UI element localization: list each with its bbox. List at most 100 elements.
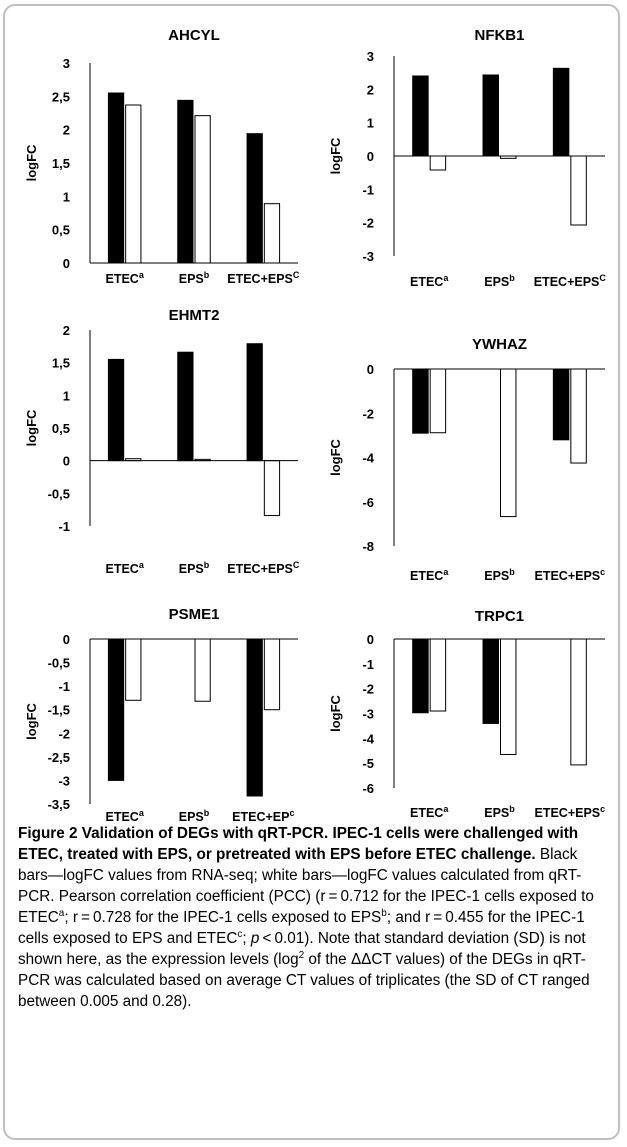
y-tick-label: 0	[63, 632, 70, 647]
y-tick-label: -6	[362, 495, 374, 510]
y-tick-label: 1,5	[52, 156, 70, 171]
bar-qrtpcr	[194, 638, 211, 702]
y-tick-label: -2	[362, 216, 374, 231]
y-tick-label: -3	[58, 773, 70, 788]
y-tick-label: -3,5	[48, 797, 70, 812]
bar-rnaseq	[246, 133, 263, 264]
chart-trpc1: TRPC1 logFC -6 -5 -4 -3 -2 -1 0 ETECa EPSb ETEC+EPS…	[328, 608, 605, 820]
caption-text-4: ;	[242, 930, 251, 947]
x-tick-label: ETECa	[105, 270, 144, 286]
bar-rnaseq	[552, 67, 570, 157]
y-tick-label: -5	[362, 756, 374, 771]
bar-rnaseq	[107, 92, 125, 264]
x-tick-label: ETECa	[410, 804, 449, 820]
bar-qrtpcr	[570, 155, 587, 226]
y-tick-label: 0	[63, 256, 70, 271]
caption-p-italic: p	[250, 930, 260, 947]
y-axis-label: logFC	[328, 137, 343, 174]
x-tick-label: ETEC+EPSc	[534, 804, 605, 820]
x-tick-label: EPSb	[484, 273, 515, 289]
y-tick-label: -2	[362, 406, 374, 421]
bar-qrtpcr	[500, 638, 517, 755]
y-tick-label: 0	[63, 454, 70, 469]
bar-qrtpcr	[570, 368, 587, 464]
y-tick-label: -3	[362, 249, 374, 264]
caption-sup-c: c	[237, 928, 243, 940]
bar-rnaseq	[482, 638, 500, 724]
y-tick-label: -3	[362, 707, 374, 722]
y-tick-label: -8	[362, 539, 374, 554]
y-tick-label: 2	[63, 323, 70, 338]
bar-qrtpcr	[263, 203, 281, 264]
caption-text-1: Black bars—logFC values from RNA-seq; wh…	[18, 846, 594, 926]
x-tick-label: ETEC+EPSc	[534, 567, 605, 583]
y-tick-label: -2	[58, 726, 70, 741]
y-tick-label: 3	[63, 56, 70, 71]
y-axis-label: logFC	[24, 702, 39, 739]
y-tick-label: -4	[362, 451, 374, 466]
y-tick-label: 0	[367, 149, 374, 164]
y-tick-label: 0,5	[52, 223, 70, 238]
caption-text-5: < 0.01). Note that standard deviation (S…	[18, 930, 586, 968]
x-tick-label: ETECa	[410, 567, 449, 583]
chart-ahcyl: AHCYL logFC 0 0,5 1 1,5 2 2,5 3 ETECa EPSb ETEC+EPS…	[24, 27, 300, 286]
bar-qrtpcr	[263, 460, 281, 517]
x-tick-label: EPSb	[179, 560, 210, 576]
bar-rnaseq	[246, 343, 263, 462]
y-tick-label: -0,5	[48, 656, 70, 671]
y-tick-label: 1,5	[52, 356, 70, 371]
figure-frame	[3, 4, 620, 1140]
y-tick-label: -1	[58, 679, 70, 694]
bar-rnaseq	[412, 75, 429, 157]
y-tick-label: -1	[58, 519, 70, 534]
bar-qrtpcr	[429, 368, 447, 434]
y-tick-label: 1	[63, 189, 70, 204]
bar-rnaseq	[107, 358, 125, 462]
y-axis-label: logFC	[328, 438, 343, 475]
bar-qrtpcr	[570, 638, 587, 766]
y-tick-label: -2	[362, 682, 374, 697]
bar-qrtpcr	[429, 638, 447, 712]
y-tick-label: -1	[362, 182, 374, 197]
x-tick-label: EPSb	[484, 804, 515, 820]
bar-rnaseq	[177, 351, 194, 462]
chart-title: EHMT2	[169, 307, 220, 324]
bar-rnaseq	[246, 638, 263, 797]
y-tick-label: 3	[367, 49, 374, 64]
figure-caption: Figure 2 Validation of DEGs with qRT-PCR…	[18, 823, 610, 1012]
caption-sup-a: a	[58, 907, 65, 919]
x-tick-label: EPSb	[179, 808, 210, 824]
bar-rnaseq	[177, 99, 194, 264]
y-tick-label: -4	[362, 731, 374, 746]
y-axis-label: logFC	[24, 409, 39, 446]
y-tick-label: 0,5	[52, 421, 70, 436]
x-tick-label: EPSb	[484, 567, 515, 583]
y-tick-label: 0	[367, 362, 374, 377]
bar-rnaseq	[482, 74, 500, 157]
y-tick-label: 1	[367, 116, 374, 131]
chart-title: NFKB1	[474, 27, 524, 44]
y-tick-label: -1	[362, 657, 374, 672]
caption-sup-2: 2	[298, 949, 305, 961]
x-tick-label: ETEC+EPc	[232, 808, 294, 824]
chart-title: YWHAZ	[472, 336, 527, 353]
bar-qrtpcr	[429, 155, 447, 171]
bar-qrtpcr	[263, 638, 281, 711]
caption-text-2: ; r = 0.728 for the IPEC-1 cells exposed…	[64, 909, 382, 926]
y-tick-label: 2	[367, 82, 374, 97]
bar-qrtpcr	[194, 115, 211, 264]
x-tick-label: ETEC+EPSC	[534, 273, 607, 289]
chart-nfkb1: NFKB1 logFC -3 -2 -1 0 1 2 3 ETECa EPSb ETEC+EPSC	[328, 27, 607, 289]
chart-ehmt2: EHMT2 logFC -1 -0,5 0 0,5 1 1,5 2 ETECa EPSb ETEC+E…	[24, 307, 300, 576]
bar-qrtpcr	[125, 104, 142, 264]
x-tick-label: ETECa	[410, 273, 449, 289]
chart-title: TRPC1	[475, 608, 524, 625]
bar-rnaseq	[552, 368, 570, 441]
y-tick-label: 1	[63, 388, 70, 403]
y-tick-label: -0,5	[48, 486, 70, 501]
y-tick-label: 0	[367, 632, 374, 647]
y-tick-label: -6	[362, 781, 374, 796]
x-tick-label: EPSb	[179, 270, 210, 286]
x-tick-label: ETECa	[105, 560, 144, 576]
y-tick-label: 2	[63, 123, 70, 138]
